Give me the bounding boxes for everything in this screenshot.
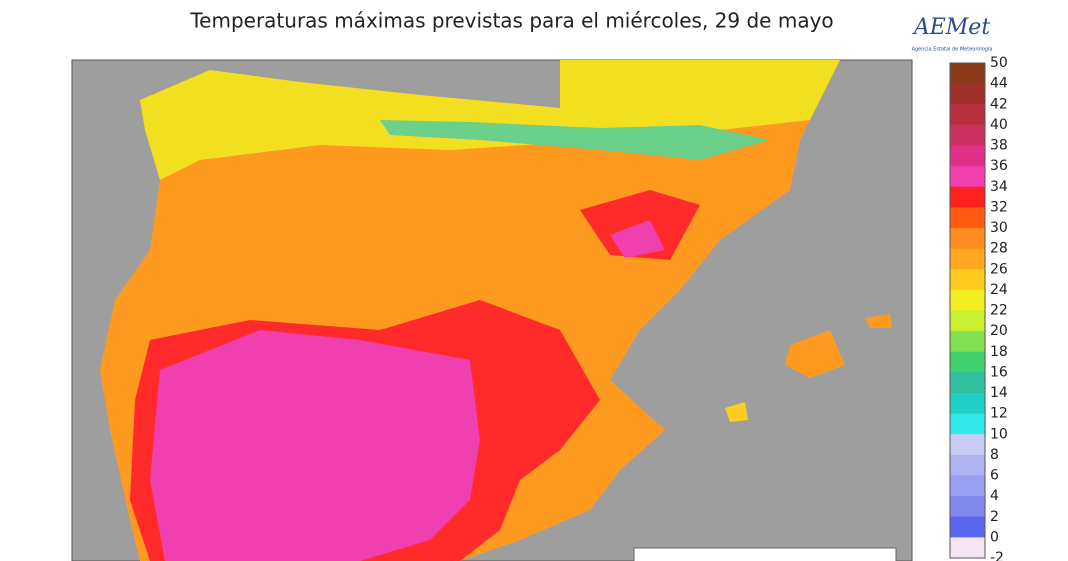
legend-band [950,83,985,105]
island [725,402,748,422]
legend-band [950,393,985,415]
legend-label: 44 [990,76,1008,92]
legend-band [950,331,985,353]
legend-label: 0 [990,529,999,545]
legend-band [950,207,985,229]
legend-band [950,186,985,208]
legend-band [950,124,985,146]
legend-label: 32 [990,199,1008,215]
legend-label: 26 [990,261,1008,277]
legend-label: 18 [990,344,1008,360]
legend-label: 16 [990,364,1008,380]
map-title: Temperaturas máximas previstas para el m… [189,9,833,33]
legend-band [950,248,985,270]
legend-band [950,63,985,85]
map [71,59,913,561]
legend-label: 22 [990,303,1008,319]
legend-label: 42 [990,96,1008,112]
legend-label: 50 [990,55,1008,71]
legend-border [949,62,986,559]
hot-patch-core [610,220,665,258]
island [785,330,845,378]
logo-subtitle: Agencia Estatal de Meteorología [912,46,993,53]
legend-label: 36 [990,158,1008,174]
legend-band [950,351,985,373]
island [865,314,892,328]
logo: AEMet [912,15,990,40]
legend-label: 6 [990,468,999,484]
legend-label: 28 [990,241,1008,257]
legend-band [950,454,985,476]
legend-label: 38 [990,138,1008,154]
north-band [140,60,840,180]
legend-label: 34 [990,179,1008,195]
legend-band [950,413,985,435]
legend-label: 14 [990,385,1008,401]
legend-band [950,475,985,497]
legend-band [950,289,985,311]
legend-band [950,228,985,250]
map-inset [633,547,897,561]
legend: 5044424038363432302826242220181614121086… [949,55,1008,561]
legend-band [950,537,985,559]
legend-label: 10 [990,426,1008,442]
legend-band [950,310,985,332]
legend-label: 4 [990,488,999,504]
legend-label: 30 [990,220,1008,236]
legend-band [950,145,985,167]
hottest-zone [150,330,480,561]
legend-band [950,372,985,394]
legend-label: 40 [990,117,1008,133]
mountains [380,120,770,160]
legend-label: 12 [990,406,1008,422]
legend-band [950,166,985,188]
legend-band [950,496,985,518]
legend-label: 2 [990,509,999,525]
legend-label: -2 [990,550,1004,561]
legend-label: 20 [990,323,1008,339]
legend-band [950,516,985,538]
legend-label: 24 [990,282,1008,298]
legend-band [950,269,985,291]
legend-label: 8 [990,447,999,463]
legend-band [950,434,985,456]
legend-band [950,104,985,126]
